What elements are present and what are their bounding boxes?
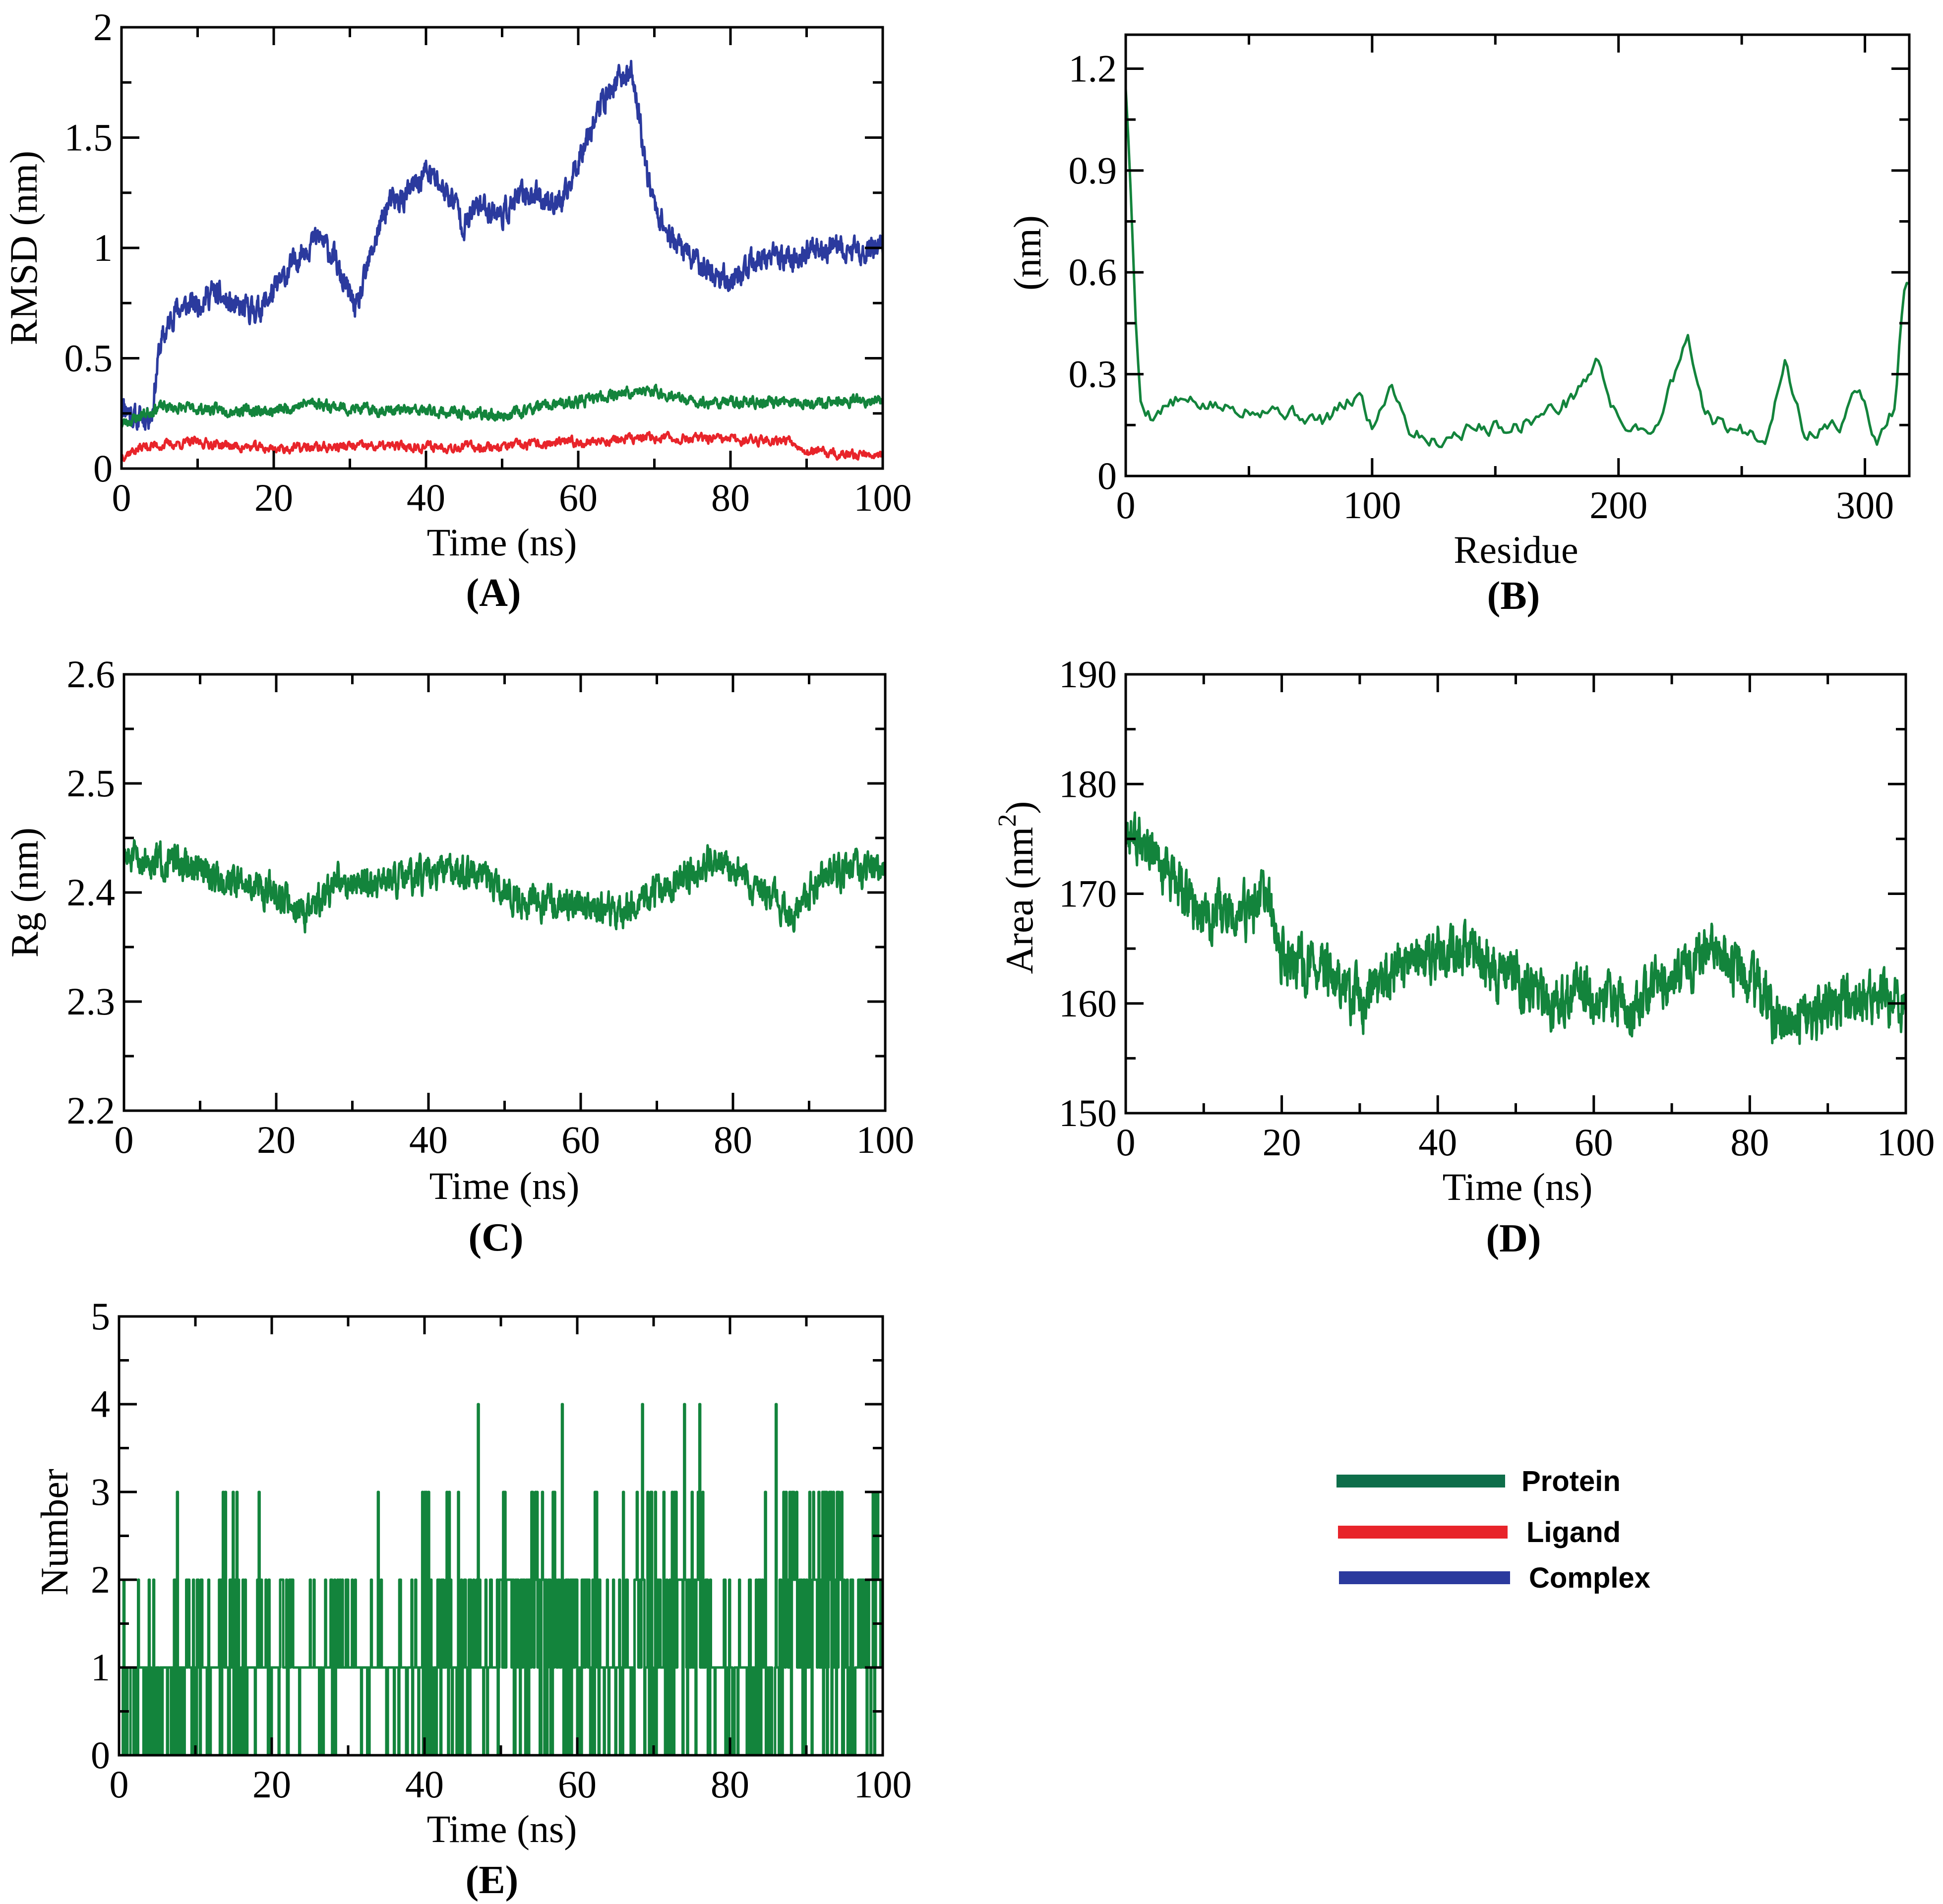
legend-protein-label: Protein (1521, 1465, 1621, 1497)
panel-d-xtick-label: 60 (1575, 1121, 1613, 1164)
panel-e-label: (E) (466, 1858, 519, 1902)
panel-e-ytick-label: 2 (91, 1558, 110, 1601)
panel-a-xtick-label: 0 (112, 476, 131, 519)
panel-d-ytick-label: 160 (1059, 982, 1117, 1025)
panel-d-ytick-label: 150 (1059, 1091, 1117, 1134)
panel-c-ytick-label: 2.4 (67, 871, 116, 914)
legend: Protein Ligand Complex (1336, 1465, 1650, 1594)
panel-c-xtick-label: 100 (856, 1118, 914, 1161)
panel-b-xtick-label: 100 (1343, 483, 1401, 527)
panel-e-xtick-label: 80 (711, 1763, 749, 1806)
panel-c-xtick-label: 60 (561, 1118, 600, 1161)
panel-d-xtick-label: 80 (1730, 1121, 1769, 1164)
panel-d-xtick-label: 20 (1263, 1121, 1301, 1164)
panel-c-series-protein (122, 839, 887, 934)
panel-b-frame (1124, 33, 1911, 477)
panel-e-xlabel: Time (ns) (427, 1807, 577, 1850)
panel-a-ytick-label: 0 (93, 447, 113, 490)
panel-a: 0 20 40 60 80 100 0 0.5 1 1.5 2 RMSD (nm) Time (ns… (2, 5, 912, 615)
panel-a-series-complex (120, 60, 884, 431)
panel-a-label: (A) (466, 571, 521, 615)
panel-e-ytick-label: 4 (91, 1382, 110, 1426)
panel-c-xtick-label: 80 (714, 1118, 752, 1161)
panel-c-ytick-label: 2.2 (67, 1089, 116, 1132)
panel-e-ytick-label: 0 (91, 1733, 110, 1777)
panel-e-xtick-label: 60 (558, 1763, 597, 1806)
panel-e-xtick-label: 100 (854, 1763, 912, 1806)
panel-a-ytick-label: 0.5 (64, 337, 113, 380)
panel-c-xlabel: Time (ns) (429, 1164, 580, 1207)
panel-c-ylabel: Rg (nm) (3, 828, 46, 957)
panel-e-ytick-label: 5 (91, 1295, 110, 1338)
panel-a-xtick-label: 40 (407, 476, 445, 519)
panel-d-ytick-label: 170 (1059, 872, 1117, 915)
panel-b-ytick-label: 0 (1097, 454, 1117, 497)
panel-e-ytick-label: 1 (91, 1646, 110, 1689)
panel-b-xlabel: Residue (1454, 528, 1578, 571)
panel-c-ytick-label: 2.5 (67, 762, 116, 805)
panel-d-label: (D) (1486, 1217, 1541, 1260)
panel-b-xtick-label: 300 (1836, 483, 1894, 527)
panel-a-ylabel: RMSD (nm) (2, 151, 45, 345)
panel-e-ylabel: Number (33, 1469, 76, 1596)
panel-c-xtick-label: 20 (257, 1118, 296, 1161)
panel-d-ylabel: Area (nm2) (993, 801, 1041, 974)
panel-b-ylabel: (nm) (1006, 215, 1049, 291)
panel-e-xtick-label: 0 (110, 1763, 129, 1806)
panel-d-ytick-label: 190 (1059, 653, 1117, 696)
panel-d-series-protein (1124, 811, 1907, 1045)
panel-b-xtick-label: 200 (1589, 483, 1647, 527)
panel-c-xtick-label: 40 (409, 1118, 448, 1161)
panel-e: 0 20 40 60 80 100 0 1 2 3 4 5 Number Time (ns) (E) (33, 1295, 912, 1902)
panel-b: 0 100 200 300 0 0.3 0.6 0.9 1.2 (nm) Residue (B) (1006, 33, 1911, 618)
panel-c-xtick-label: 0 (115, 1118, 134, 1161)
panel-e-xtick-label: 40 (405, 1763, 444, 1806)
panel-a-xlabel: Time (ns) (427, 521, 577, 564)
panel-a-xtick-label: 60 (559, 476, 598, 519)
panel-a-series-protein (120, 383, 884, 428)
panel-d-xtick-label: 100 (1877, 1121, 1935, 1164)
legend-complex-label: Complex (1529, 1562, 1650, 1594)
panel-b-ytick-label: 1.2 (1069, 47, 1117, 90)
panel-c-ytick-label: 2.6 (67, 653, 116, 696)
panel-b-xtick-label: 0 (1116, 483, 1136, 527)
panel-a-xtick-label: 100 (854, 476, 912, 519)
legend-ligand-label: Ligand (1526, 1516, 1621, 1548)
panel-d-xtick-label: 0 (1116, 1121, 1136, 1164)
panel-a-xtick-label: 20 (254, 476, 293, 519)
panel-c-ytick-label: 2.3 (67, 980, 116, 1023)
panel-a-xtick-label: 80 (711, 476, 750, 519)
panel-e-ytick-label: 3 (91, 1470, 110, 1513)
panel-d-xtick-label: 40 (1418, 1121, 1457, 1164)
panel-d: 0 20 40 60 80 100 150 160 170 180 190 Area (nm2) T… (993, 653, 1935, 1260)
panel-d-ytick-label: 180 (1059, 762, 1117, 805)
panel-b-ytick-label: 0.9 (1069, 149, 1117, 192)
panel-d-xlabel: Time (ns) (1443, 1165, 1593, 1208)
panel-e-xtick-label: 20 (252, 1763, 291, 1806)
panel-e-series-protein (118, 1403, 884, 1757)
panel-b-ytick-label: 0.3 (1069, 353, 1117, 396)
panel-c: 0 20 40 60 80 100 2.2 2.3 2.4 2.5 2.6 Rg (nm) Time… (3, 653, 914, 1259)
panel-a-ytick-label: 1 (93, 226, 113, 269)
panel-a-ytick-label: 2 (93, 5, 113, 49)
panel-b-label: (B) (1487, 574, 1540, 618)
panel-a-series-ligand (120, 430, 884, 462)
panel-c-label: (C) (468, 1216, 523, 1259)
panel-b-series-protein (1124, 87, 1911, 448)
panel-a-ytick-label: 1.5 (64, 116, 113, 159)
panel-b-ytick-label: 0.6 (1069, 250, 1117, 294)
